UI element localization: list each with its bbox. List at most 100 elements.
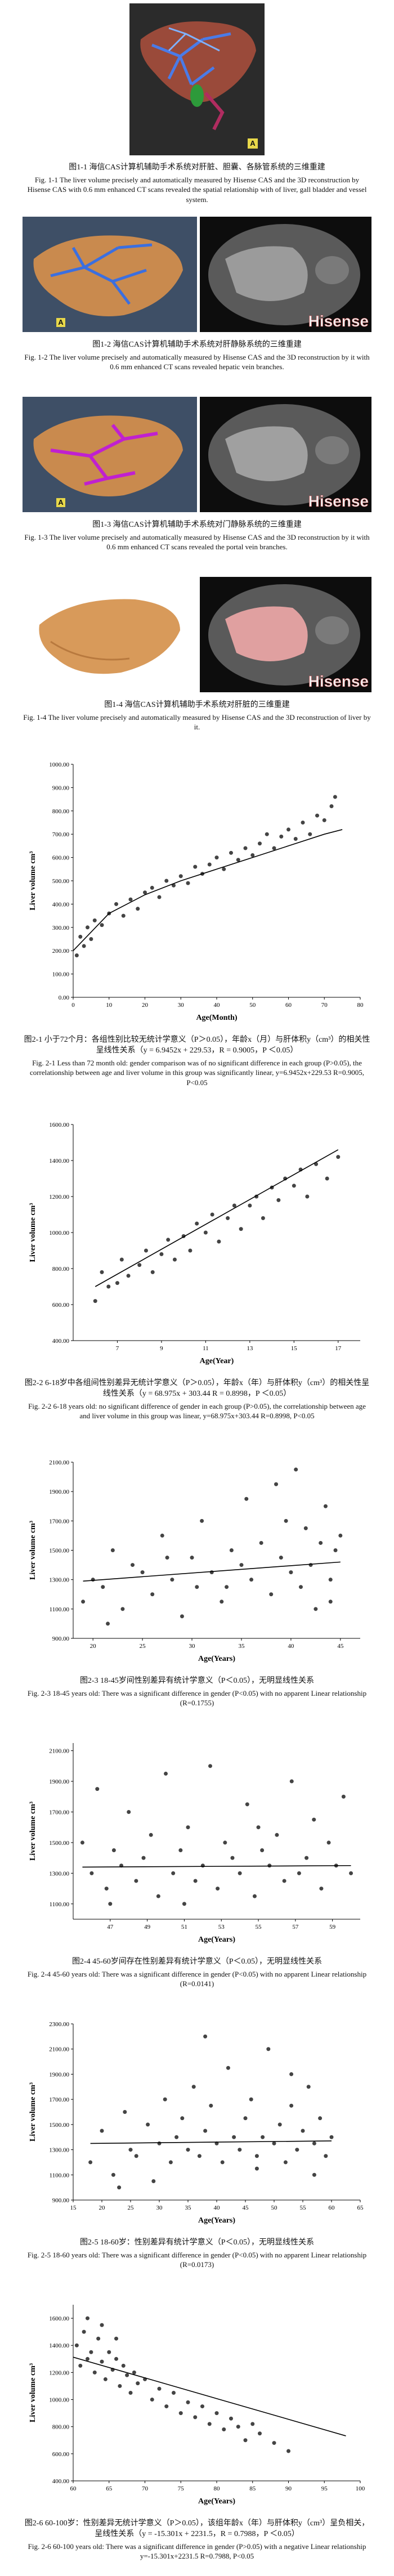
data-point [301, 821, 305, 825]
data-point [277, 2122, 282, 2127]
caption-cn: 图1-2 海信CAS计算机辅助手术系统对肝静脉系统的三维重建 [92, 341, 302, 349]
data-point [164, 879, 169, 883]
data-point [106, 1284, 111, 1289]
data-point [308, 832, 312, 836]
figure-image: A Hisense [23, 217, 371, 332]
x-tick-label: 90 [285, 2485, 292, 2492]
data-point [150, 885, 154, 890]
caption-en: Fig. 2-4 45-60 years old: There was a si… [27, 1969, 367, 1988]
data-point [203, 1230, 208, 1235]
data-point [125, 2373, 129, 2377]
x-tick-label: 13 [247, 1345, 253, 1352]
data-point [238, 1871, 242, 1875]
figure-image: A [129, 3, 265, 155]
data-point [249, 2097, 253, 2102]
data-point [170, 1578, 174, 1582]
data-point [106, 1621, 110, 1626]
data-point [298, 1585, 303, 1589]
data-point [223, 1840, 227, 1845]
data-point [178, 874, 183, 879]
data-point [289, 2103, 294, 2108]
x-tick-label: 60 [70, 2485, 77, 2492]
data-point [200, 2404, 204, 2409]
data-point [220, 1600, 224, 1604]
data-point [195, 1585, 199, 1589]
data-point [259, 1540, 263, 1545]
y-tick-label: 700.00 [52, 831, 70, 838]
data-point [149, 1833, 153, 1837]
caption-cn: 图1-1 海信CAS计算机辅助手术系统对肝脏、胆囊、各脉管系统的三维重建 [69, 163, 325, 172]
figure: Hisense 图1-4 海信CAS计算机辅助手术系统对肝脏的三维重建 Fig.… [0, 574, 394, 754]
caption: 图2-2 6-18岁中各组间性别差异无统计学意义（P＞0.05），年龄x（年）与… [0, 1376, 394, 1421]
caption-en: Fig. 1-2 The liver volume precisely and … [24, 352, 370, 371]
data-point [245, 1802, 249, 1807]
data-point [74, 953, 79, 957]
data-point [80, 1840, 84, 1845]
y-tick-label: 1100.00 [50, 1901, 70, 1908]
x-tick-label: 55 [256, 1924, 262, 1930]
y-tick-label: 900.00 [52, 2197, 70, 2204]
x-tick-label: 20 [142, 1002, 149, 1009]
y-tick-label: 1000.00 [49, 1230, 69, 1237]
data-point [338, 1533, 343, 1538]
x-tick-label: 40 [288, 1643, 294, 1650]
data-point [186, 1825, 190, 1830]
caption-en: Fig. 1-4 The liver volume precisely and … [23, 713, 371, 732]
data-point [157, 2386, 162, 2391]
data-point [308, 1563, 313, 1567]
x-tick-label: 40 [214, 1002, 221, 1009]
data-point [249, 1578, 254, 1582]
data-point [193, 864, 198, 869]
data-point [178, 2411, 183, 2416]
data-point [207, 2422, 212, 2426]
y-axis-label: Liver volume cm³ [29, 851, 37, 910]
data-point [123, 2110, 127, 2114]
data-point [134, 1879, 138, 1883]
data-point [243, 846, 248, 850]
x-tick-label: 47 [107, 1924, 114, 1930]
data-point [258, 841, 262, 846]
caption: 图1-1 海信CAS计算机辅助手术系统对肝脏、胆囊、各脉管系统的三维重建 Fig… [0, 160, 394, 205]
figure: A Hisense 图1-2 海信CAS计算机辅助手术系统对肝静脉系统的三维重建… [0, 214, 394, 394]
data-point [261, 2135, 265, 2139]
y-tick-label: 1400.00 [49, 1158, 69, 1164]
x-tick-label: 60 [285, 1002, 292, 1009]
data-point [229, 2416, 233, 2421]
data-point [303, 1526, 308, 1530]
x-tick-label: 9 [160, 1345, 163, 1352]
data-point [111, 1848, 116, 1853]
caption: 图2-5 18-60岁：性别差异有统计学意义（P＜0.05），无明显线性关系 Fi… [0, 2235, 394, 2270]
chart: 400.00 600.00 800.00 1000.00 1200.00 1400.00 1… [29, 2305, 365, 2506]
data-point [279, 834, 284, 839]
caption: 图1-2 海信CAS计算机辅助手术系统对肝静脉系统的三维重建 Fig. 1-2 … [0, 338, 394, 372]
data-point [172, 2391, 176, 2395]
data-point [305, 1856, 309, 1860]
y-tick-label: 1500.00 [49, 1840, 69, 1847]
x-axis-label: Age(Year) [200, 1357, 234, 1365]
y-tick-label: 400.00 [52, 1338, 70, 1345]
x-tick-label: 40 [214, 2205, 221, 2211]
data-point [89, 937, 93, 941]
data-point [294, 1467, 298, 1472]
data-point [238, 2148, 242, 2152]
data-point [293, 836, 298, 841]
data-point [301, 2129, 305, 2133]
data-point [146, 2122, 150, 2127]
figure: 900.00 1100.00 1300.00 1500.00 1700.00 1900.0… [0, 1452, 394, 1733]
data-point [108, 1902, 113, 1906]
y-tick-label: 0.00 [59, 994, 70, 1001]
data-point [284, 1518, 288, 1523]
data-point [118, 2384, 122, 2388]
data-point [93, 1299, 97, 1303]
data-point [128, 2391, 133, 2395]
data-point [333, 1548, 338, 1552]
data-point [226, 2066, 230, 2070]
caption: 图1-4 海信CAS计算机辅助手术系统对肝脏的三维重建 Fig. 1-4 The… [0, 698, 394, 732]
y-axis-label: Liver volume cm³ [29, 1521, 37, 1580]
caption-en: Fig. 2-3 18-45 years old: There was a si… [27, 1688, 367, 1708]
data-point [180, 1614, 184, 1619]
data-point [214, 855, 219, 860]
brand-logo: Hisense [308, 312, 369, 330]
caption-cn: 图2-2 6-18岁中各组间性别差异无统计学意义（P＞0.05），年龄x（年）与… [24, 1379, 370, 1398]
y-tick-label: 1700.00 [49, 1809, 69, 1816]
